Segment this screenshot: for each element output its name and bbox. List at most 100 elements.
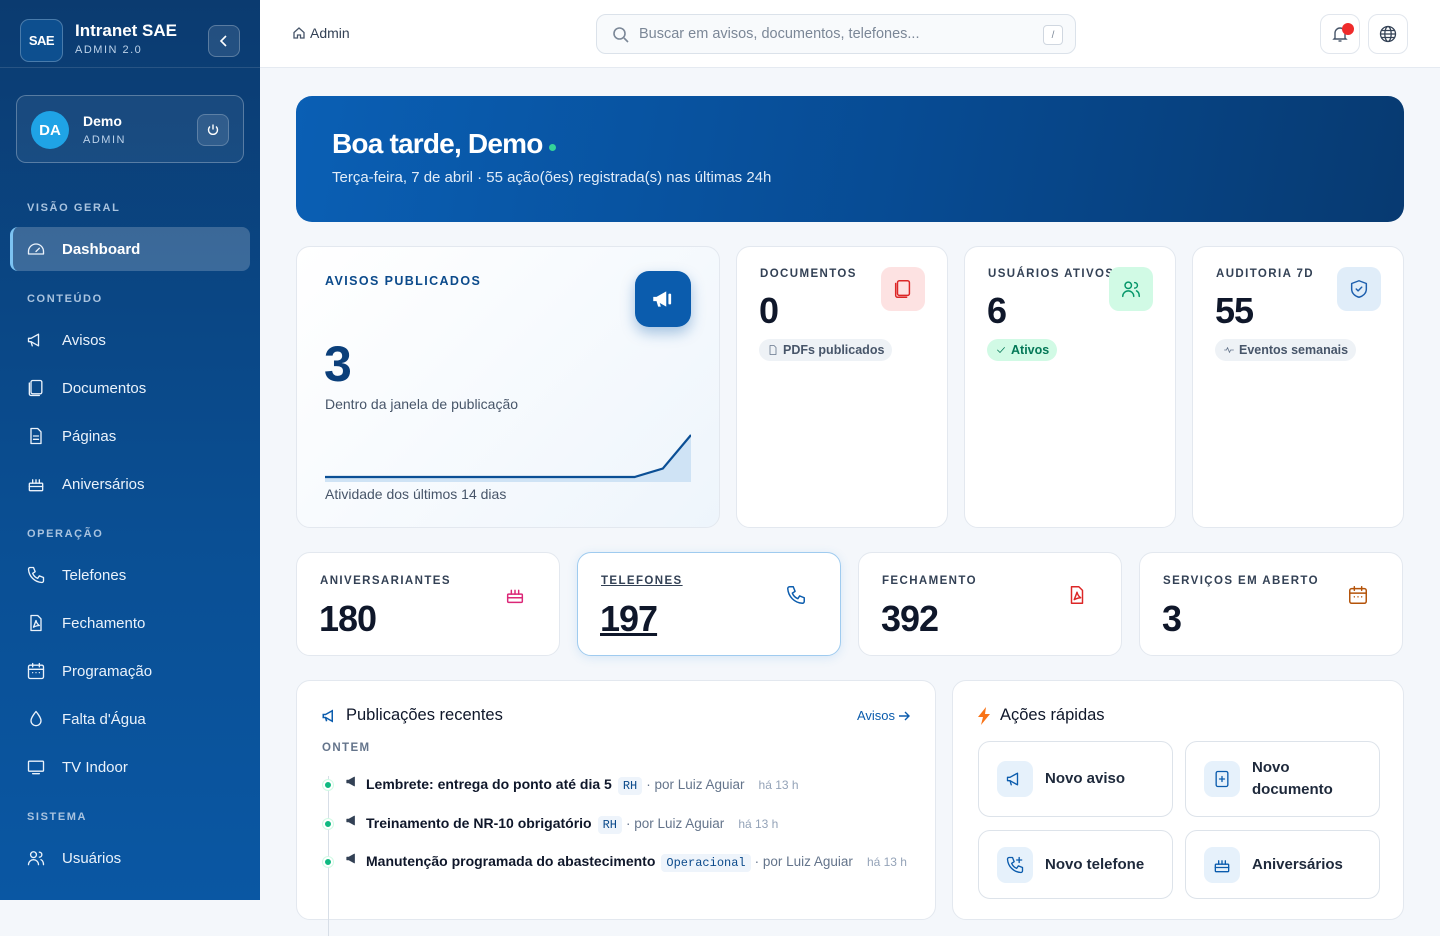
stat-label: ANIVERSARIANTES [320, 575, 451, 587]
recent-posts: Publicações recentes Avisos ONTEM Lembre… [296, 680, 936, 936]
logo: SAE [20, 19, 63, 62]
quick-label: Novo documento [1252, 759, 1333, 798]
stat-label: FECHAMENTO [882, 575, 977, 587]
stat-card[interactable]: USUÁRIOS ATIVOS 6 Ativos [964, 246, 1176, 528]
user-name: Demo [83, 113, 122, 129]
stat-label: USUÁRIOS ATIVOS [988, 268, 1115, 280]
search-box[interactable]: Buscar em avisos, documentos, telefones.… [596, 14, 1076, 54]
recent-link[interactable]: Avisos [857, 708, 911, 723]
stat-card[interactable]: DOCUMENTOS 0 PDFs publicados [736, 246, 948, 528]
section-title: OPERAÇÃO [27, 528, 104, 540]
nav-label: Páginas [62, 427, 117, 445]
hero-banner: Boa tarde, Demo Terça-feira, 7 de abril … [296, 96, 1404, 222]
stat-value: 197 [600, 598, 658, 639]
nav-item[interactable]: TV Indoor [10, 745, 250, 789]
stat-card[interactable]: FECHAMENTO 392 [858, 552, 1122, 656]
quick-action[interactable]: Aniversários [1185, 830, 1380, 899]
post-text: Manutenção programada do abastecimento Op… [323, 850, 913, 874]
nav-item[interactable]: Programação [10, 649, 250, 693]
nav-item[interactable]: Documentos [10, 366, 250, 410]
nav-item[interactable]: Páginas [10, 414, 250, 458]
nav-label: Documentos [62, 379, 147, 397]
icon [1349, 587, 1367, 604]
stat-label: AUDITORIA 7D [1216, 268, 1314, 280]
stat-icon [1336, 573, 1380, 617]
post-text: Treinamento de NR-10 obrigatório RH · por … [323, 812, 913, 836]
nav-item[interactable]: Aniversários [10, 462, 250, 506]
icon [28, 382, 40, 397]
icon [27, 664, 45, 680]
icon [346, 776, 355, 787]
search-placeholder: Buscar em avisos, documentos, telefones.… [639, 26, 920, 42]
icon [346, 776, 355, 787]
nav-label: Dashboard [62, 240, 141, 258]
logout-button[interactable] [197, 114, 229, 146]
card-label: AVISOS PUBLICADOS [325, 274, 482, 288]
post-time: há 13 h [738, 817, 779, 831]
nav-item[interactable]: Usuários [10, 836, 250, 880]
stat-card[interactable]: AUDITORIA 7D 55 Eventos semanais [1192, 246, 1404, 528]
notifications-button[interactable] [1320, 14, 1360, 54]
stat-value: 180 [319, 598, 377, 639]
quick-action[interactable]: Novo aviso [978, 741, 1173, 817]
stat-icon [1337, 267, 1381, 311]
badge-text: PDFs publicados [783, 343, 885, 357]
icon [1215, 770, 1229, 788]
topbar: Admin Buscar em avisos, documentos, tele… [260, 0, 1440, 68]
timeline-line [328, 776, 329, 936]
stat-badge: PDFs publicados [759, 339, 893, 361]
icon [35, 247, 40, 253]
featured-card[interactable]: AVISOS PUBLICADOS 3 Dentro da janela de … [296, 246, 720, 528]
icon [27, 760, 45, 772]
stat-card[interactable]: TELEFONES 197 [577, 552, 841, 656]
nav-label: Avisos [62, 331, 106, 349]
nav-item[interactable]: Dashboard [10, 227, 250, 271]
avatar: DA [31, 111, 69, 149]
collapse-button[interactable] [208, 25, 240, 57]
nav-item[interactable]: Avisos [10, 318, 250, 362]
card-value: 3 [324, 336, 352, 392]
icon [27, 243, 45, 255]
sparkline-area [325, 435, 691, 482]
stat-card[interactable]: ANIVERSARIANTES 180 [296, 552, 560, 656]
icon [27, 333, 40, 347]
stat-card[interactable]: SERVIÇOS EM ABERTO 3 [1139, 552, 1403, 656]
quick-action[interactable]: Novo telefone [978, 830, 1173, 899]
timeline-dot [323, 857, 333, 867]
nav-item[interactable]: Falta d'Água [10, 697, 250, 741]
stat-value: 55 [1215, 290, 1254, 331]
icon [894, 282, 908, 298]
icon [30, 710, 42, 727]
quick-label: Novo aviso [1045, 770, 1126, 787]
post-text: Lembrete: entrega do ponto até dia 5 RH · … [323, 773, 913, 797]
icon [787, 586, 805, 604]
icon [27, 851, 45, 866]
icon [1215, 770, 1229, 788]
stat-icon [774, 573, 818, 617]
icon [1350, 280, 1368, 298]
post-item[interactable]: Lembrete: entrega do ponto até dia 5 RH · … [323, 773, 913, 797]
quick-title-text: Ações rápidas [1000, 706, 1105, 724]
recent-title-text: Publicações recentes [346, 706, 503, 724]
post-item[interactable]: Manutenção programada do abastecimento Op… [323, 850, 913, 874]
language-button[interactable] [1368, 14, 1408, 54]
icon [1009, 780, 1012, 786]
nav-item[interactable]: Telefones [10, 553, 250, 597]
icon [27, 760, 45, 775]
nav-label: Fechamento [62, 614, 146, 632]
post-time: há 13 h [758, 778, 799, 792]
post-item[interactable]: Treinamento de NR-10 obrigatório RH · por … [323, 812, 913, 836]
icon [1214, 859, 1230, 868]
brand: SAE Intranet SAE ADMIN 2.0 [0, 0, 260, 68]
nav-label: Falta d'Água [62, 710, 146, 728]
breadcrumb[interactable]: Admin [292, 25, 350, 41]
icon [1349, 586, 1367, 604]
quick-label: Novo telefone [1045, 855, 1145, 873]
stat-icon [1055, 573, 1099, 617]
quick-action[interactable]: Novo documento [1185, 741, 1380, 817]
nav-label: Aniversários [62, 475, 145, 493]
post-author: · por Luiz Aguiar [626, 816, 725, 831]
nav-item[interactable]: Fechamento [10, 601, 250, 645]
